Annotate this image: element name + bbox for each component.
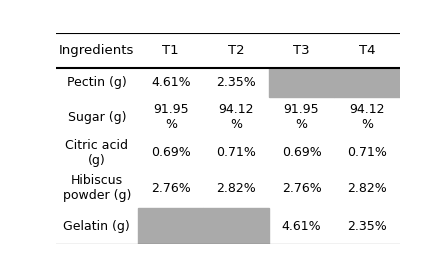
Text: T4: T4 <box>359 44 375 57</box>
Text: Ingredients: Ingredients <box>59 44 135 57</box>
Text: Citric acid
(g): Citric acid (g) <box>65 139 128 167</box>
Text: Gelatin (g): Gelatin (g) <box>63 219 130 233</box>
Text: 2.82%: 2.82% <box>347 182 387 195</box>
Text: 2.76%: 2.76% <box>281 182 321 195</box>
Text: 0.71%: 0.71% <box>347 146 387 159</box>
Text: 2.35%: 2.35% <box>216 76 256 89</box>
Text: T3: T3 <box>293 44 310 57</box>
Text: 91.95
%: 91.95 % <box>284 103 319 131</box>
Text: Sugar (g): Sugar (g) <box>67 111 126 124</box>
Bar <box>269 68 334 97</box>
Text: 4.61%: 4.61% <box>282 219 321 233</box>
Text: 94.12
%: 94.12 % <box>218 103 254 131</box>
Bar <box>203 208 269 244</box>
Bar <box>334 68 400 97</box>
Bar <box>138 208 203 244</box>
Text: Pectin (g): Pectin (g) <box>67 76 127 89</box>
Text: 0.71%: 0.71% <box>216 146 256 159</box>
Text: T2: T2 <box>228 44 245 57</box>
Text: 0.69%: 0.69% <box>281 146 321 159</box>
Text: 2.35%: 2.35% <box>347 219 387 233</box>
Text: 2.82%: 2.82% <box>216 182 256 195</box>
Text: 91.95
%: 91.95 % <box>153 103 189 131</box>
Text: T1: T1 <box>163 44 179 57</box>
Text: 94.12
%: 94.12 % <box>349 103 385 131</box>
Text: 0.69%: 0.69% <box>151 146 190 159</box>
Text: 2.76%: 2.76% <box>151 182 190 195</box>
Text: 4.61%: 4.61% <box>151 76 190 89</box>
Text: Hibiscus
powder (g): Hibiscus powder (g) <box>63 174 131 202</box>
